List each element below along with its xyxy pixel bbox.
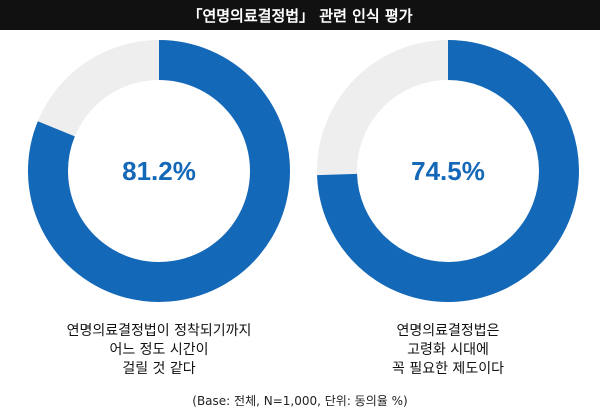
donut-2-value-label: 74.5%: [411, 155, 485, 186]
donut-2-value-arc: [317, 40, 579, 302]
donut-1-value-arc: [28, 40, 290, 302]
donut-2-caption-line-1: 연명의료결정법은: [396, 323, 500, 339]
donut-1-caption-line-3: 걸릴 것 같다: [122, 361, 196, 377]
footnote: (Base: 전체, N=1,000, 단위: 동의율 %): [192, 394, 408, 408]
donut-chart-1: 81.2%: [24, 36, 294, 306]
donut-1-caption: 연명의료결정법이 정착되기까지 어느 정도 시간이 걸릴 것 같다: [14, 322, 304, 379]
donut-1-caption-line-1: 연명의료결정법이 정착되기까지: [66, 323, 252, 339]
donut-svg-2: [317, 40, 579, 302]
donut-2-caption-line-3: 꼭 필요한 제도이다: [392, 361, 504, 377]
donut-chart-2: 74.5%: [313, 36, 583, 306]
donut-1-caption-line-2: 어느 정도 시간이: [109, 342, 209, 358]
donut-2-caption-line-2: 고령화 시대에: [407, 342, 489, 358]
donut-svg-1: [28, 40, 290, 302]
chart-title: 「연명의료결정법」 관련 인식 평가: [0, 0, 600, 30]
donut-2-caption: 연명의료결정법은 고령화 시대에 꼭 필요한 제도이다: [303, 322, 593, 379]
donut-1-value-label: 81.2%: [122, 155, 196, 186]
